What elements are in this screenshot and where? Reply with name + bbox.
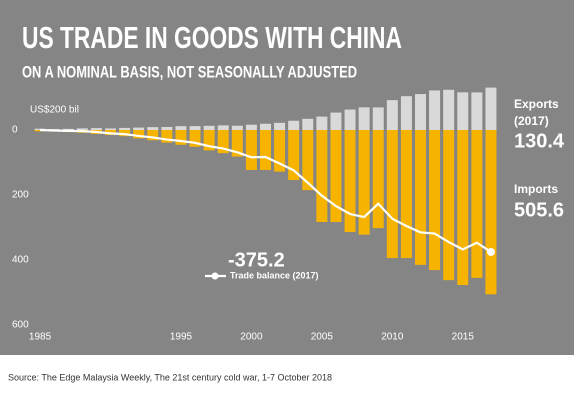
bar [288, 130, 300, 181]
bar [231, 125, 243, 130]
bar [485, 130, 497, 295]
bar [344, 109, 356, 130]
y-tick-label: 200 [12, 190, 29, 201]
legend-marker [211, 272, 219, 280]
source: Source: The Edge Malaysia Weekly, The 21… [8, 372, 332, 382]
bar [443, 89, 455, 130]
x-tick-label: 2015 [452, 332, 475, 343]
bar [119, 127, 131, 130]
bar [175, 130, 187, 145]
chart-title: US TRADE IN GOODS WITH CHINA [22, 20, 402, 55]
bar [358, 130, 370, 235]
x-tick-label: 2000 [240, 332, 263, 343]
bar [316, 116, 328, 130]
bar [400, 130, 412, 259]
bar [274, 130, 286, 172]
bar [203, 130, 215, 151]
bar [457, 92, 469, 130]
bar [133, 127, 145, 130]
bar [217, 125, 229, 130]
bar [161, 130, 173, 143]
y-tick-label: 0 [12, 125, 18, 136]
bar [302, 130, 314, 191]
x-tick-label: 1995 [170, 332, 193, 343]
x-tick-label: 1985 [29, 332, 52, 343]
chart-subtitle: ON A NOMINAL BASIS, NOT SEASONALLY ADJUS… [22, 62, 357, 81]
bar [260, 130, 271, 170]
bar [471, 92, 483, 130]
bar [62, 128, 74, 130]
y-tick-label: 400 [12, 255, 29, 266]
bar [147, 130, 159, 141]
exports-value: 130.4 [514, 130, 565, 152]
bar [457, 130, 469, 286]
imports-value: 505.6 [514, 199, 564, 221]
bar [429, 130, 441, 271]
bar [386, 100, 398, 130]
bar [34, 128, 46, 130]
bar [175, 126, 187, 130]
bar [203, 125, 215, 130]
bar [189, 130, 201, 147]
x-tick-label: 2010 [381, 332, 404, 343]
imports-label: Imports [514, 182, 558, 196]
bar [471, 130, 483, 278]
bar [133, 130, 145, 139]
x-tick-label: 2005 [311, 332, 334, 343]
bar [344, 130, 356, 233]
bar [485, 87, 497, 130]
bar [76, 128, 88, 130]
bar [161, 126, 173, 130]
bar [147, 127, 159, 130]
bar [330, 112, 342, 130]
bar [217, 130, 229, 154]
exports-label: Exports [514, 97, 559, 111]
bar [245, 130, 257, 170]
bar [245, 124, 257, 130]
bar [260, 123, 271, 130]
end-marker [486, 247, 495, 256]
bar [415, 94, 426, 130]
bar [372, 107, 384, 130]
bar [400, 96, 412, 130]
unit-label: US$200 bil [30, 105, 79, 116]
bar [358, 107, 370, 130]
balance-value: -375.2 [228, 249, 285, 271]
bar [288, 120, 300, 130]
bar [443, 130, 455, 281]
bar [415, 130, 426, 265]
exports-year: (2017) [514, 114, 549, 128]
y-tick-label: 600 [12, 320, 29, 331]
bar [90, 128, 102, 130]
bar [372, 130, 384, 229]
bar [105, 128, 116, 130]
bar [302, 118, 314, 130]
bar [316, 130, 328, 222]
bar [231, 130, 243, 157]
bar [274, 122, 286, 130]
bar [429, 90, 441, 130]
trade-balance-line [40, 128, 492, 253]
bar [386, 130, 398, 259]
bar [189, 126, 201, 130]
legend-label: Trade balance (2017) [230, 270, 319, 280]
bar [330, 130, 342, 222]
